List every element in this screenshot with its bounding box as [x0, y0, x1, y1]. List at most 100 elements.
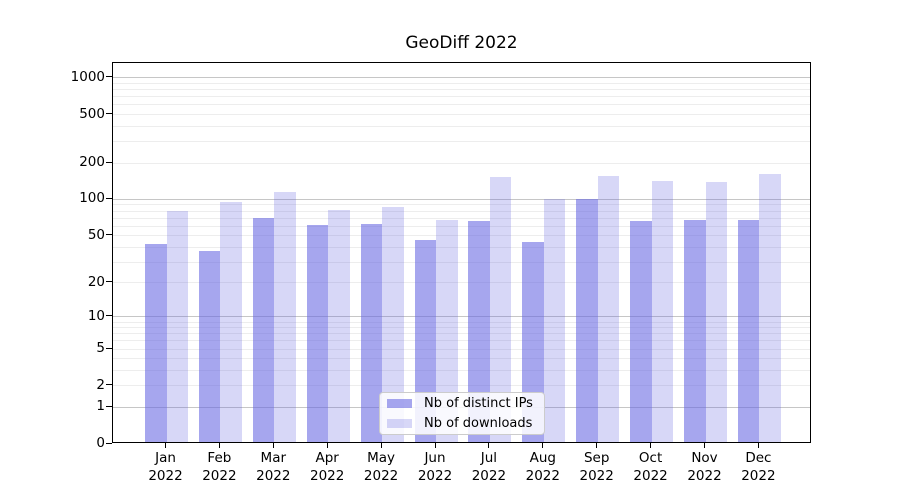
x-tick-mark	[434, 443, 436, 448]
y-tick-label: 100	[79, 190, 105, 207]
legend: Nb of distinct IPs Nb of downloads	[379, 392, 545, 435]
y-tick-label: 10	[87, 307, 105, 324]
bar-downloads	[220, 202, 242, 442]
x-tick-mark	[757, 443, 759, 448]
gridline-minor	[113, 282, 810, 284]
y-tick-label: 5	[96, 340, 105, 357]
y-tick-mark	[106, 405, 112, 407]
bar-downloads	[651, 181, 674, 442]
y-tick-mark	[106, 347, 112, 349]
x-tick-label: Feb 2022	[202, 450, 237, 484]
x-tick-mark	[218, 443, 220, 448]
bar-downloads	[489, 176, 512, 442]
x-tick-label: Nov 2022	[687, 450, 722, 484]
plot-area	[112, 62, 811, 443]
gridline-minor	[113, 370, 810, 372]
y-tick-mark	[106, 442, 112, 444]
x-tick-label: Jan 2022	[148, 450, 183, 484]
bar-downloads	[705, 182, 727, 442]
bar-downloads	[328, 209, 350, 442]
legend-label-downloads: Nb of downloads	[424, 415, 533, 431]
y-tick-mark	[106, 113, 112, 115]
y-tick-label: 20	[87, 273, 105, 290]
x-tick-label: Mar 2022	[256, 450, 291, 484]
bar-distinct-ips	[414, 240, 436, 442]
gridline-minor	[113, 333, 810, 335]
legend-label-distinct-ips: Nb of distinct IPs	[424, 395, 533, 411]
gridline-minor	[113, 358, 810, 360]
bar-distinct-ips	[737, 220, 760, 442]
x-tick-mark	[272, 443, 274, 448]
bar-downloads	[382, 207, 404, 442]
bar-downloads	[436, 220, 458, 442]
gridline-minor	[113, 340, 810, 342]
gridline-major	[113, 77, 810, 79]
gridline-minor	[113, 162, 810, 164]
y-tick-mark	[106, 161, 112, 163]
gridline-minor	[113, 125, 810, 127]
x-tick-mark	[596, 443, 598, 448]
gridline-major	[113, 198, 810, 200]
gridline-minor	[113, 225, 810, 227]
y-tick-mark	[106, 315, 112, 317]
bar-downloads	[274, 191, 296, 442]
chart-title: GeoDiff 2022	[405, 33, 518, 53]
x-tick-mark	[326, 443, 328, 448]
x-tick-mark	[488, 443, 490, 448]
bar-distinct-ips	[145, 243, 167, 442]
gridline-minor	[113, 246, 810, 248]
y-tick-label: 200	[79, 154, 105, 170]
y-tick-label: 1000	[70, 68, 105, 85]
bar-downloads	[759, 174, 781, 442]
bar-distinct-ips	[306, 225, 329, 442]
y-tick-label: 50	[87, 226, 105, 243]
bar-downloads	[597, 175, 620, 442]
x-tick-mark	[704, 443, 705, 448]
y-tick-mark	[106, 234, 112, 236]
gridline-minor	[113, 210, 810, 212]
x-tick-mark	[542, 443, 544, 448]
gridline-minor	[113, 217, 810, 219]
y-tick-mark	[106, 197, 112, 199]
gridline-minor	[113, 114, 810, 116]
gridline-major	[113, 316, 810, 318]
gridline-minor	[113, 141, 810, 143]
gridline-minor	[113, 89, 810, 91]
gridline-minor	[113, 104, 810, 106]
gridline-minor	[113, 96, 810, 98]
gridline-minor	[113, 235, 810, 237]
y-tick-label: 1	[96, 398, 105, 415]
gridline-minor	[113, 327, 810, 329]
legend-swatch-distinct-ips	[387, 399, 412, 408]
bar-downloads	[543, 199, 566, 442]
bar-distinct-ips	[630, 220, 652, 442]
y-tick-label: 500	[79, 105, 105, 122]
y-tick-mark	[106, 76, 112, 78]
gridline-minor	[113, 83, 810, 85]
bar-distinct-ips	[468, 220, 490, 442]
y-tick-mark	[106, 281, 112, 283]
gridline-minor	[113, 261, 810, 263]
legend-swatch-downloads	[387, 419, 412, 428]
x-tick-mark	[165, 443, 166, 448]
y-tick-label: 0	[96, 435, 105, 451]
bar-distinct-ips	[522, 241, 544, 442]
x-tick-label: May 2022	[363, 450, 399, 484]
bar-distinct-ips	[360, 224, 383, 442]
x-tick-label: Dec 2022	[741, 450, 776, 484]
x-tick-mark	[650, 443, 652, 448]
gridline-minor	[113, 321, 810, 323]
x-tick-label: Aug 2022	[525, 450, 560, 484]
x-tick-label: Oct 2022	[633, 450, 668, 484]
bar-distinct-ips	[576, 198, 598, 442]
x-tick-mark	[380, 443, 382, 448]
y-tick-mark	[106, 384, 112, 386]
x-tick-label: Jun 2022	[417, 450, 453, 484]
x-tick-label: Jul 2022	[471, 450, 507, 484]
bar-downloads	[166, 211, 188, 442]
legend-item-downloads: Nb of downloads	[380, 414, 544, 434]
bar-distinct-ips	[198, 250, 221, 442]
legend-item-distinct-ips: Nb of distinct IPs	[380, 394, 544, 414]
bar-distinct-ips	[684, 220, 706, 442]
